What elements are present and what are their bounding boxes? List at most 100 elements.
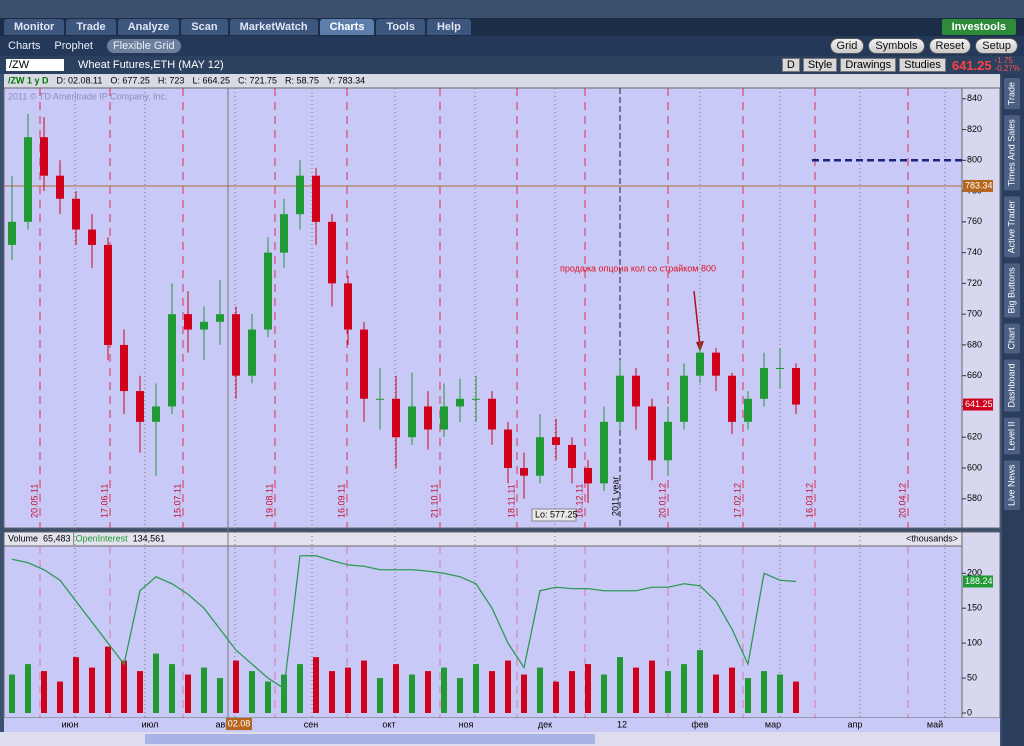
candle-body xyxy=(568,444,576,468)
toolbar-button[interactable]: Setup xyxy=(975,38,1018,54)
candle-body xyxy=(200,321,208,330)
side-tab[interactable]: Times And Sales xyxy=(1006,119,1016,187)
date-label: 16.09.11 xyxy=(336,484,346,518)
main-tabs: Monitor Trade Analyze Scan MarketWatch Charts… xyxy=(0,18,1024,36)
sub-tabs: Charts Prophet Flexible Grid Grid Symbols Res… xyxy=(0,36,1024,56)
tab[interactable]: Trade xyxy=(66,19,116,35)
x-axis-label: дек xyxy=(538,719,552,729)
y-tick-label: 660 xyxy=(967,370,982,380)
y-tick-label: 700 xyxy=(967,309,982,319)
x-axis-label: 12 xyxy=(617,719,627,729)
x-axis-label: авг xyxy=(215,719,229,729)
side-tab[interactable]: Live News xyxy=(1006,464,1016,506)
toolbar-button[interactable]: Grid xyxy=(829,38,865,54)
oi-label: 188.24 xyxy=(965,576,993,586)
volume-bar xyxy=(297,664,303,713)
volume-bar xyxy=(153,653,159,713)
x-axis-label: ноя xyxy=(459,719,474,729)
side-tab[interactable]: Dashboard xyxy=(1006,363,1016,407)
candle-body xyxy=(584,468,592,484)
change-value: -1.75 xyxy=(994,56,1013,65)
volume-bar xyxy=(377,678,383,713)
volume-bar xyxy=(249,671,255,713)
sub-tab[interactable]: Flexible Grid xyxy=(106,39,181,53)
last-label: 641.25 xyxy=(965,399,993,409)
side-tab[interactable]: Big Buttons xyxy=(1006,267,1016,314)
y-tick-label: 720 xyxy=(967,278,982,288)
scroll-thumb[interactable] xyxy=(145,734,595,744)
candle-body xyxy=(8,221,16,245)
side-tab-bg xyxy=(1004,460,1020,511)
toolbar-button[interactable]: Reset xyxy=(928,38,972,54)
sub-tab[interactable]: Charts xyxy=(8,40,41,52)
side-tab[interactable]: Level II xyxy=(1006,422,1016,451)
candle-body xyxy=(440,406,448,430)
volume-bar xyxy=(25,664,31,713)
side-tab[interactable]: Trade xyxy=(1006,82,1016,105)
volume-bar xyxy=(505,660,511,713)
candle-body xyxy=(536,437,544,476)
candle-body xyxy=(680,375,688,422)
side-tab[interactable]: Active Trader xyxy=(1006,200,1016,253)
candle-body xyxy=(264,252,272,330)
candle-body xyxy=(296,175,304,215)
symbol-input[interactable]: /ZW xyxy=(6,59,64,71)
low-label: Lo: 577.25 xyxy=(535,509,578,519)
volume-bar xyxy=(89,667,95,713)
toolbar-button[interactable]: Symbols xyxy=(868,38,925,54)
volume-bar xyxy=(761,671,767,713)
description: Wheat Futures,ETH (MAY 12) xyxy=(78,59,224,71)
chart-tool[interactable]: Studies xyxy=(899,58,946,72)
date-label: 18.11.11 xyxy=(506,484,516,518)
candle-body xyxy=(616,375,624,422)
candle-body xyxy=(408,406,416,438)
volume-bar xyxy=(345,667,351,713)
tab[interactable]: Help xyxy=(426,19,471,35)
y-tick-label: 740 xyxy=(967,247,982,257)
y-tick-label: 840 xyxy=(967,93,982,103)
candle-body xyxy=(312,175,320,222)
x-axis-label: май xyxy=(927,719,943,729)
volume-bar xyxy=(409,674,415,713)
tab[interactable]: Analyze xyxy=(117,19,180,35)
candle-body xyxy=(792,368,800,405)
candle-body xyxy=(184,314,192,330)
year-label: 2011 year xyxy=(610,477,620,516)
x-axis-label: фев xyxy=(691,719,708,729)
volume-bar xyxy=(57,681,63,713)
volume-bar xyxy=(105,646,111,713)
candle-body xyxy=(344,283,352,330)
candle-body xyxy=(232,314,240,376)
date-label: 15.07.11 xyxy=(172,484,182,518)
brand[interactable]: Investools xyxy=(941,19,1016,35)
units: <thousands> xyxy=(906,533,958,543)
volume-bar xyxy=(281,674,287,713)
volume-bar xyxy=(537,667,543,713)
candle-body xyxy=(216,314,224,322)
date-label: 16.12.11 xyxy=(574,484,584,518)
volume-bar xyxy=(265,681,271,713)
chart-tools: D Style Drawings Studies 641.25 -1.75 -0.27% xyxy=(779,57,1020,73)
candle-body xyxy=(472,398,480,400)
low-box xyxy=(531,508,577,522)
sub-tab[interactable]: Prophet xyxy=(54,40,93,52)
volume-bar xyxy=(489,671,495,713)
volume-bar xyxy=(425,671,431,713)
date-label: 17.02.12 xyxy=(732,483,742,518)
date-label: 16.03.12 xyxy=(804,483,814,518)
tab[interactable]: Tools xyxy=(376,19,425,35)
volume-header-field: OpenInterest xyxy=(76,533,129,543)
tab[interactable]: MarketWatch xyxy=(229,19,318,35)
x-axis-label: окт xyxy=(382,719,395,729)
side-tab-bg xyxy=(1004,115,1020,191)
tab[interactable]: Charts xyxy=(319,19,375,35)
chart-tool[interactable]: Drawings xyxy=(840,58,897,72)
candle-body xyxy=(456,398,464,407)
tab[interactable]: Scan xyxy=(181,19,228,35)
candle-body xyxy=(392,398,400,438)
tab[interactable]: Monitor xyxy=(4,19,65,35)
candle-body xyxy=(152,406,160,422)
chart-tool[interactable]: D xyxy=(781,58,800,72)
side-tab[interactable]: Chart xyxy=(1006,327,1016,350)
chart-tool[interactable]: Style xyxy=(802,58,838,72)
